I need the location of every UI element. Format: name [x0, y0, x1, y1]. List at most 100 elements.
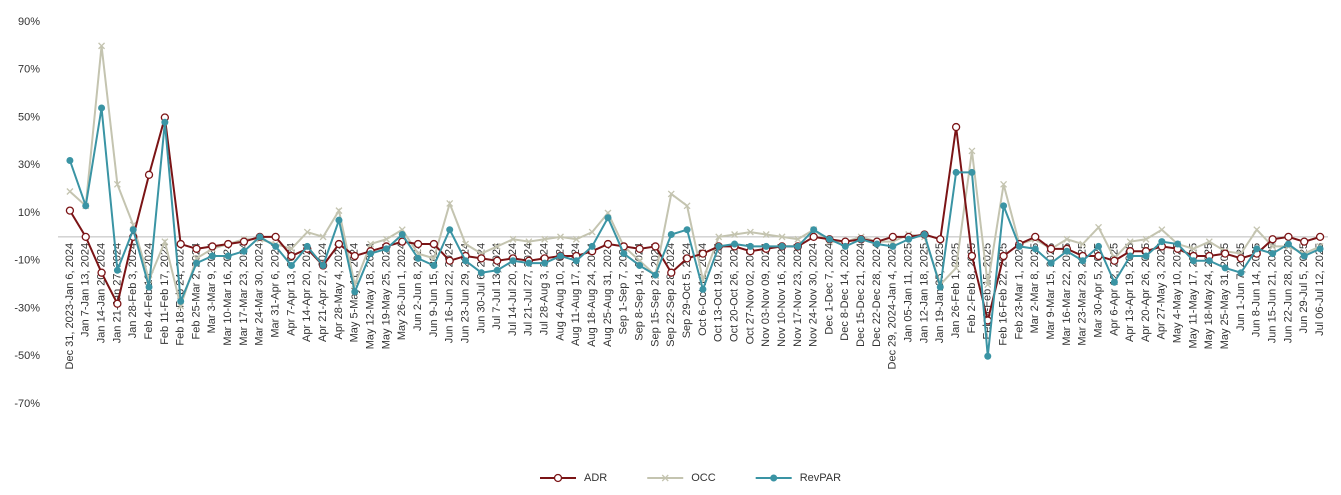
- point: [1095, 223, 1102, 231]
- x-tick-label: Jan 12-Jan 18, 2025: [918, 243, 930, 343]
- point: [1110, 278, 1118, 286]
- point: [667, 268, 676, 277]
- point: [1015, 242, 1023, 250]
- x-tick-label: Apr 21-Apr 27, 2024: [317, 243, 329, 342]
- point: [398, 237, 407, 246]
- point: [239, 237, 249, 246]
- point: [667, 230, 675, 238]
- point: [477, 269, 485, 277]
- x-tick-label: Feb 11-Feb 17, 2024: [159, 243, 171, 345]
- point: [176, 239, 185, 249]
- point: [620, 250, 628, 258]
- point: [1047, 259, 1055, 267]
- point: [809, 232, 818, 242]
- point: [1079, 240, 1087, 248]
- x-tick-label: Sep 29-Oct 5, 2024: [681, 243, 693, 338]
- point: [161, 118, 169, 126]
- point: [794, 242, 802, 250]
- point: [224, 239, 233, 249]
- point: [952, 168, 960, 176]
- x-tick-label: Jul 7-Jul 13, 2024: [491, 243, 503, 330]
- x-tick-label: Aug 25-Aug 31, 2024: [602, 243, 614, 347]
- point: [192, 244, 201, 253]
- x-tick-label: Nov 24-Nov 30, 2024: [808, 243, 820, 347]
- point: [335, 207, 343, 215]
- point: [319, 233, 327, 241]
- x-tick-label: Jul 06-Jul 12, 2025: [1314, 243, 1326, 336]
- x-tick-label: Jun 30-Jul 6, 2024: [475, 243, 487, 334]
- x-tick-label: Jan 05-Jan 11, 2025: [903, 243, 915, 342]
- x-tick-label: May 25-May 31, 2025: [1219, 243, 1231, 349]
- point: [509, 257, 517, 265]
- x-tick-label: Nov 10-Nov 16, 2024: [776, 243, 788, 347]
- point: [984, 352, 992, 360]
- x-tick-label: Dec 8-Dec 14, 2024: [839, 243, 851, 341]
- point: [888, 232, 897, 242]
- point: [731, 231, 739, 238]
- point: [905, 235, 913, 243]
- x-tick-label: Feb 23-Mar 1, 2025: [1013, 243, 1025, 340]
- x-tick-label: Jan 28-Feb 3, 2024: [127, 243, 139, 338]
- x-tick-label: Mar 16-Mar 22, 2025: [1061, 243, 1073, 346]
- point: [446, 226, 454, 234]
- x-tick-label: Oct 27-Nov 02, 2024: [744, 243, 756, 345]
- point: [208, 242, 217, 251]
- point: [446, 199, 454, 207]
- x-tick-label: Aug 18-Aug 24, 2024: [586, 243, 598, 347]
- point: [303, 242, 311, 250]
- point: [604, 214, 612, 222]
- y-tick-label: 90%: [18, 16, 40, 28]
- point: [367, 250, 375, 258]
- point: [287, 262, 295, 270]
- point: [936, 283, 944, 291]
- point: [1316, 245, 1324, 253]
- point: [920, 230, 928, 238]
- x-tick-label: Jun 22-Jun 28, 2025: [1282, 243, 1294, 343]
- point: [1174, 240, 1182, 248]
- point: [999, 251, 1008, 261]
- point: [1031, 245, 1039, 253]
- point: [129, 226, 137, 234]
- x-tick-label: Aug 11-Aug 17, 2024: [570, 243, 582, 346]
- point: [351, 288, 359, 296]
- point: [367, 240, 375, 248]
- point: [968, 147, 976, 155]
- point: [1063, 247, 1071, 255]
- point: [224, 252, 232, 260]
- point: [1205, 238, 1213, 246]
- point: [715, 233, 723, 241]
- point: [682, 254, 692, 263]
- x-tick-label: Apr 28-May 4, 2024: [333, 243, 345, 340]
- point: [161, 238, 169, 246]
- point: [1142, 235, 1150, 243]
- x-tick-label: Mar 2-Mar 8, 2025: [1029, 243, 1041, 333]
- point: [857, 235, 865, 243]
- point: [462, 240, 469, 248]
- x-tick-label: Sep 1-Sep 7, 2024: [618, 243, 630, 335]
- x-tick-label: Dec 31, 2023-Jan 6, 2024: [64, 243, 76, 370]
- x-tick-label: Jun 16-Jun 22, 2024: [444, 243, 456, 343]
- point: [968, 168, 976, 176]
- point: [1095, 242, 1103, 250]
- point: [493, 256, 502, 265]
- point: [1000, 202, 1008, 210]
- x-tick-label: Jun 1-Jun 7, 2025: [1235, 243, 1247, 331]
- point: [288, 245, 295, 253]
- point: [572, 235, 580, 243]
- point: [951, 122, 961, 132]
- x-tick-label: Feb 4-Feb 10, 2024: [143, 243, 155, 340]
- x-tick-label: Jul 28-Aug 3, 2024: [539, 243, 551, 335]
- point: [762, 242, 770, 250]
- x-tick-label: Oct 20-Oct 26, 2024: [728, 243, 740, 342]
- point: [98, 104, 106, 112]
- point: [635, 244, 644, 253]
- x-tick-label: Jun 2-Jun 8, 2024: [412, 243, 424, 331]
- x-tick-label: Dec 15-Dec 21, 2024: [855, 243, 867, 347]
- point: [1284, 232, 1293, 242]
- point: [1253, 245, 1261, 253]
- y-tick-label: 50%: [18, 111, 40, 123]
- point: [667, 190, 675, 198]
- point: [413, 239, 423, 249]
- point: [541, 259, 549, 267]
- x-tick-label: Dec 29, 2024-Jan 4, 2025: [887, 243, 899, 370]
